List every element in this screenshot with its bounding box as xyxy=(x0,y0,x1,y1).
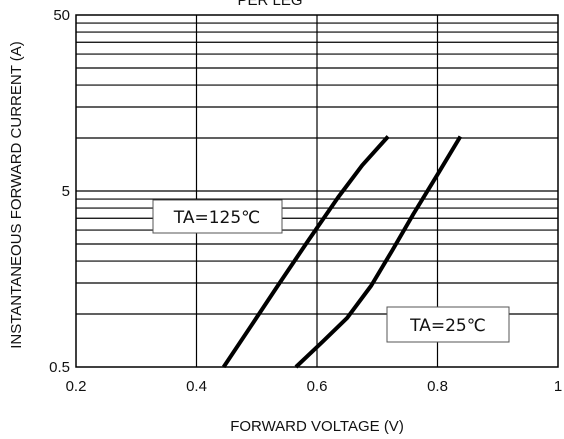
x-tick-label: 0.8 xyxy=(427,378,448,395)
x-tick-label: 0.6 xyxy=(307,378,328,395)
annotation-125c: TA=125℃ xyxy=(152,199,283,234)
series-line-125c xyxy=(221,135,390,369)
y-tick-labels: 0.5 5 50 xyxy=(49,7,70,376)
x-tick-label: 0.2 xyxy=(66,378,87,395)
x-tick-labels: 0.2 0.4 0.6 0.8 1 xyxy=(66,378,563,395)
series-layer xyxy=(221,135,463,369)
annotation-125c-box xyxy=(152,199,283,234)
x-tick-label: 1 xyxy=(554,378,562,395)
plot-frame xyxy=(75,14,559,368)
x-tick-label: 0.4 xyxy=(186,378,207,395)
annotation-25c-text: TA=25℃ xyxy=(409,316,486,336)
annotation-25c: TA=25℃ xyxy=(386,306,510,343)
y-tick-label: 5 xyxy=(62,183,70,200)
y-axis-label: INSTANTANEOUS FORWARD CURRENT (A) xyxy=(8,41,25,349)
y-tick-label: 0.5 xyxy=(49,359,70,376)
y-tick-label: 50 xyxy=(53,7,70,24)
series-line-25c xyxy=(294,135,463,369)
chart-title: PER LEG xyxy=(237,0,302,9)
annotation-25c-box xyxy=(386,306,510,343)
x-axis-label: FORWARD VOLTAGE (V) xyxy=(230,418,404,435)
annotation-125c-text: TA=125℃ xyxy=(173,208,260,228)
